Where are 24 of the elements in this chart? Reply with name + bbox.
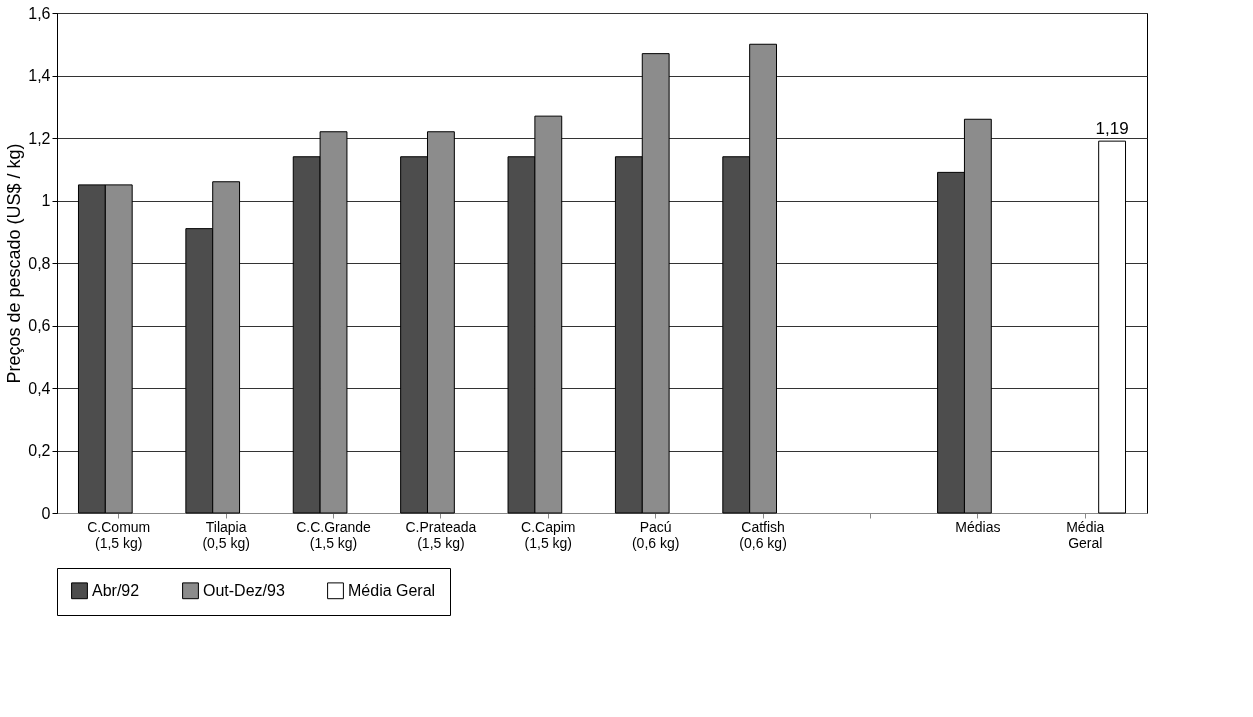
x-tick-label: Média Geral <box>1066 518 1105 551</box>
x-tick-label: Médias <box>955 518 1001 535</box>
x-tick-label: Pacú (0,6 kg) <box>631 518 680 551</box>
y-tick-label: 1 <box>41 192 51 209</box>
legend-label: Out-Dez/93 <box>203 581 285 599</box>
y-axis-title: Preços de pescado (US$ / kg) <box>4 143 25 384</box>
y-tick-label: 0,8 <box>28 254 51 272</box>
y-tick-label: 0,2 <box>28 442 51 459</box>
legend-label: Abr/92 <box>92 581 140 599</box>
x-tick-label: Catfish (0,6 kg) <box>739 518 787 551</box>
x-tick-label: C.Comum (1,5 kg) <box>87 518 151 551</box>
y-tick-label: 1,2 <box>28 129 51 147</box>
y-tick-label: 0,6 <box>28 317 51 334</box>
data-label: 1,19 <box>1095 119 1129 139</box>
legend-label: Média Geral <box>348 581 436 599</box>
x-tick-label: C.C.Grande (1,5 kg) <box>296 518 372 551</box>
x-tick-label: C.Prateada (1,5 kg) <box>405 518 477 551</box>
x-tick-label: C.Capim (1,5 kg) <box>521 518 576 551</box>
bar <box>1098 140 1127 514</box>
y-tick-label: 0 <box>41 504 51 522</box>
y-tick-label: 0,4 <box>28 379 51 397</box>
y-tick-label: 1,4 <box>28 67 51 84</box>
x-tick-label: Tilapia (0,5 kg) <box>202 518 250 551</box>
y-tick-label: 1,6 <box>28 4 51 22</box>
